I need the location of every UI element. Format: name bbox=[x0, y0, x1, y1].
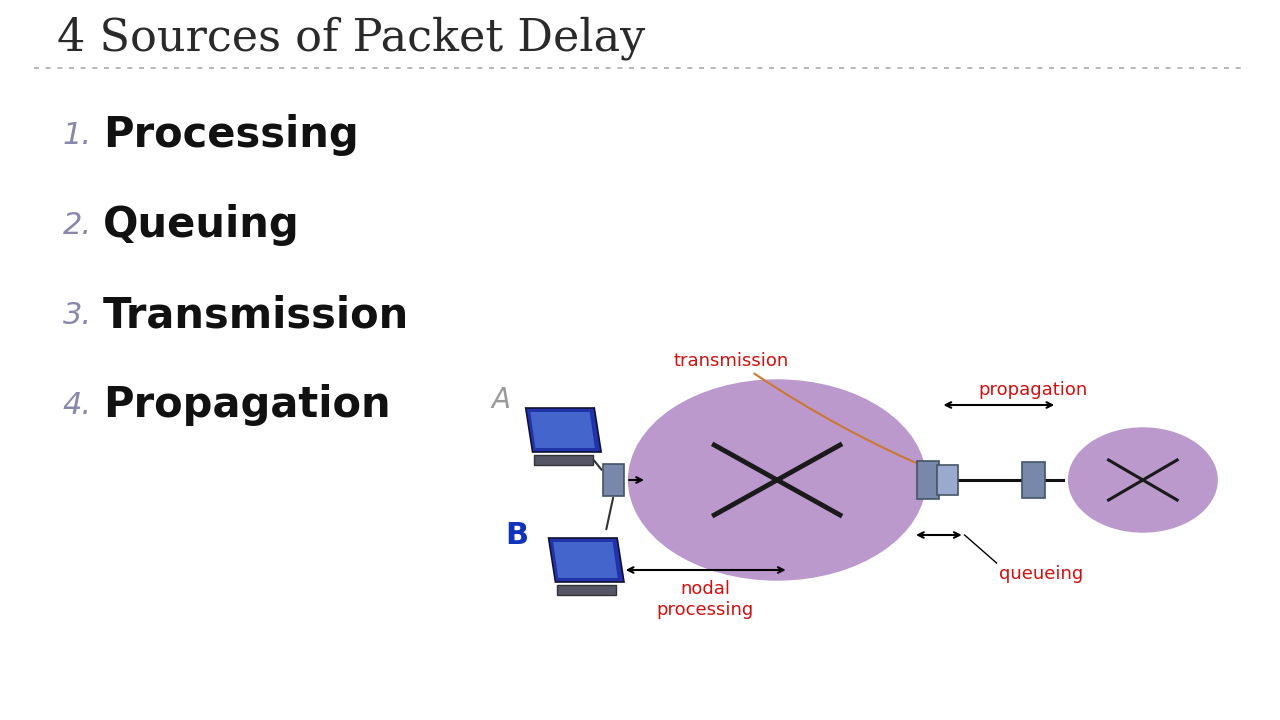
Ellipse shape bbox=[628, 380, 925, 580]
FancyBboxPatch shape bbox=[603, 464, 625, 496]
FancyBboxPatch shape bbox=[937, 465, 957, 495]
Polygon shape bbox=[526, 408, 602, 452]
Text: Processing: Processing bbox=[102, 114, 358, 156]
Text: 3.: 3. bbox=[63, 300, 92, 330]
FancyBboxPatch shape bbox=[916, 461, 940, 499]
Polygon shape bbox=[549, 538, 625, 582]
Text: Propagation: Propagation bbox=[102, 384, 390, 426]
FancyBboxPatch shape bbox=[534, 455, 593, 465]
Text: 1.: 1. bbox=[63, 120, 92, 150]
FancyBboxPatch shape bbox=[557, 585, 616, 595]
Text: 2.: 2. bbox=[63, 210, 92, 240]
Text: Transmission: Transmission bbox=[102, 294, 410, 336]
Text: 4.: 4. bbox=[63, 390, 92, 420]
Text: Queuing: Queuing bbox=[102, 204, 300, 246]
FancyBboxPatch shape bbox=[1021, 462, 1044, 498]
Text: B: B bbox=[506, 521, 529, 549]
Polygon shape bbox=[530, 412, 595, 448]
Text: 4 Sources of Packet Delay: 4 Sources of Packet Delay bbox=[58, 16, 645, 60]
Text: transmission: transmission bbox=[673, 352, 788, 370]
Ellipse shape bbox=[1069, 428, 1217, 532]
Text: A: A bbox=[492, 386, 509, 414]
Text: nodal
processing: nodal processing bbox=[657, 580, 754, 618]
Text: propagation: propagation bbox=[978, 381, 1088, 399]
Polygon shape bbox=[553, 542, 618, 578]
Text: queueing: queueing bbox=[998, 565, 1083, 583]
